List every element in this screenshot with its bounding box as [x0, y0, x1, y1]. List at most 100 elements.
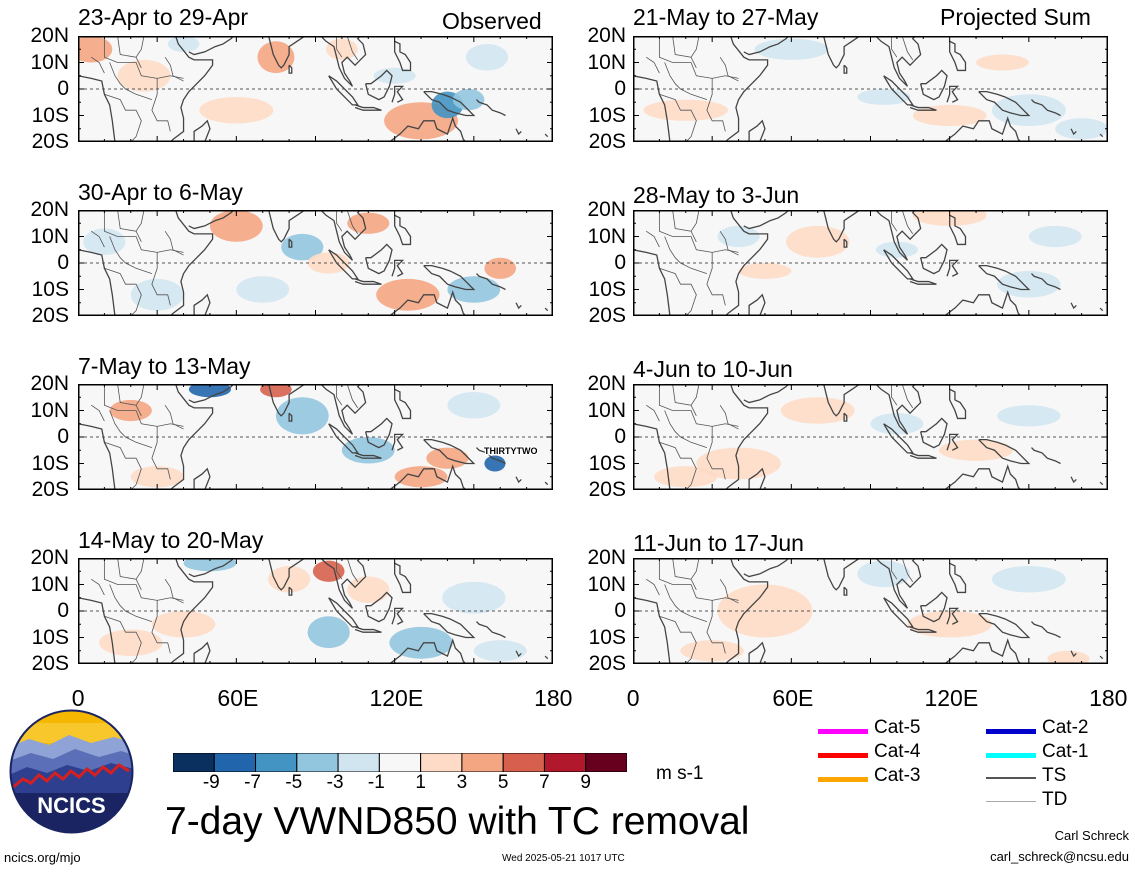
lat-label: 20S	[588, 478, 626, 501]
coastline	[104, 441, 142, 490]
coastline	[724, 558, 769, 664]
coastline	[164, 230, 184, 256]
coastline	[706, 252, 726, 306]
coastline	[812, 384, 861, 417]
anomaly-region	[997, 405, 1061, 427]
lat-label: 0	[614, 599, 626, 622]
coastline	[109, 584, 153, 622]
colorbar-swatch	[173, 753, 215, 772]
lat-label: 0	[57, 251, 69, 274]
anomaly-map	[78, 36, 553, 142]
anomaly-region	[188, 384, 232, 398]
storm-label: THIRTYTWO	[484, 446, 538, 456]
legend-swatch	[818, 729, 868, 734]
coastline	[476, 99, 506, 117]
coastline	[544, 481, 549, 486]
anomaly-region	[754, 38, 829, 60]
colorbar-label: -9	[202, 772, 220, 793]
legend-label: Cat-4	[874, 741, 921, 762]
anomaly-region	[780, 397, 855, 424]
anomaly-region	[373, 67, 416, 84]
coastline	[946, 607, 960, 625]
coastline	[645, 56, 660, 74]
legend-swatch	[986, 801, 1036, 802]
coastline	[117, 384, 142, 416]
coastline	[169, 36, 214, 142]
colorbar	[173, 753, 627, 772]
lat-label: 20N	[587, 546, 626, 569]
coastline	[812, 36, 861, 69]
anomaly-region	[183, 558, 237, 572]
coastline	[336, 210, 343, 232]
coastline	[103, 210, 184, 253]
legend-swatch	[818, 753, 868, 758]
anomaly-region	[484, 455, 506, 472]
coastline	[748, 467, 766, 490]
coastline	[135, 36, 145, 58]
coastline	[743, 384, 790, 404]
lat-label: 10S	[31, 277, 69, 301]
lon-label: 0	[626, 685, 640, 711]
lon-label: 120E	[369, 685, 424, 711]
coastline	[875, 36, 922, 87]
logo-text: NCICS	[37, 793, 105, 818]
coastline	[476, 273, 506, 291]
coastline	[288, 586, 293, 596]
coastline	[90, 404, 105, 422]
coastline	[257, 36, 306, 69]
coastline	[724, 384, 769, 490]
anomaly-region	[376, 278, 440, 311]
lon-label: 0	[71, 685, 85, 711]
coastline	[117, 210, 142, 242]
lon-label: 180	[534, 685, 573, 711]
colorbar-label: -3	[326, 772, 344, 793]
coastline	[109, 236, 153, 274]
coastline	[328, 249, 359, 280]
lat-label: 0	[57, 77, 69, 100]
legend-label: Cat-1	[1042, 741, 1089, 762]
coastline	[658, 210, 739, 253]
anomaly-region	[130, 466, 184, 488]
anomaly-region	[257, 41, 295, 74]
coastline	[135, 210, 145, 232]
coastline	[109, 62, 153, 100]
lat-label: 10N	[587, 572, 626, 596]
coastline	[748, 119, 766, 142]
coastline	[151, 600, 171, 654]
legend-label: Cat-2	[1042, 717, 1089, 738]
anomaly-region	[484, 257, 517, 279]
anomaly-region	[991, 94, 1066, 127]
coastline	[394, 40, 412, 72]
coastline	[1070, 128, 1077, 136]
anomaly-region	[151, 611, 216, 638]
coastline	[117, 558, 142, 590]
legend-label: TD	[1042, 789, 1068, 810]
coastline	[378, 464, 467, 490]
coastline	[949, 214, 967, 246]
lat-label: 20S	[588, 652, 626, 675]
anomaly-region	[442, 581, 506, 614]
coastline	[659, 93, 697, 142]
coastline	[394, 214, 412, 246]
footer-timestamp: Wed 2025-05-21 1017 UTC	[502, 853, 625, 864]
coastline	[659, 615, 697, 664]
coastline	[109, 410, 153, 448]
coastline	[164, 578, 184, 604]
observed-title: Observed	[442, 8, 542, 34]
anomaly-region	[991, 565, 1066, 593]
anomaly-region	[99, 629, 163, 657]
coastline	[933, 638, 1022, 664]
coastline	[909, 626, 937, 633]
coastline	[664, 236, 708, 274]
coastline	[658, 384, 739, 427]
coastline	[672, 36, 697, 68]
coastline	[394, 388, 412, 420]
coastline	[891, 384, 898, 406]
lon-label: 60E	[217, 685, 259, 711]
coastline	[659, 267, 697, 316]
coastline	[151, 426, 171, 480]
anomaly-region	[1055, 118, 1108, 140]
panel-title: 28-May to 3-Jun	[633, 182, 800, 208]
lat-label: 10S	[588, 103, 626, 127]
lat-label: 10N	[30, 398, 69, 422]
